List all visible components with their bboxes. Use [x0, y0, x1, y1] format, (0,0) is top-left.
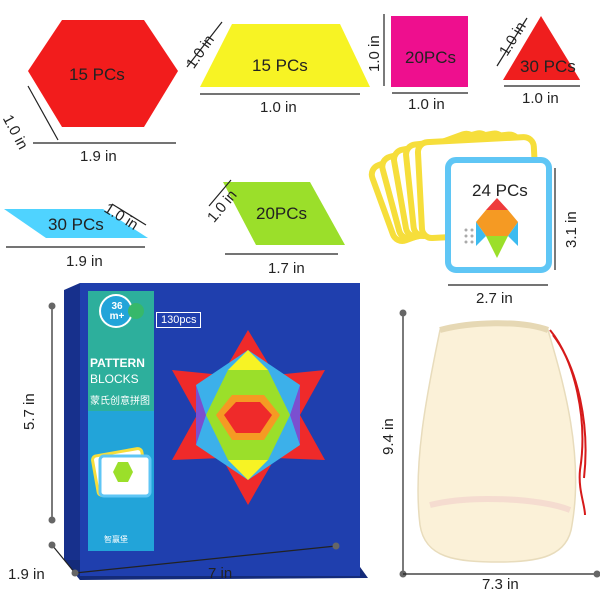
box-chinese-title: 蒙氏创意拼图 — [90, 396, 150, 407]
rhombus-side-dimension-line — [208, 179, 232, 207]
pattern-cards-stack — [368, 130, 552, 273]
square-width-label: 1.0 in — [408, 96, 445, 113]
box-depth-dimension-line — [51, 544, 76, 574]
trapezoid-piece — [200, 24, 370, 87]
hexagon-side-dimension-line — [27, 85, 59, 141]
mesh-storage-bag — [417, 320, 587, 563]
trapezoid-count: 15 PCs — [252, 56, 308, 75]
box-title-line2: BLOCKS — [90, 372, 139, 386]
thin-rhombus-piece — [4, 209, 148, 238]
thin-rhombus-count: 30 PCs — [48, 215, 104, 234]
box-brand: 智赢堡 — [104, 535, 128, 544]
triangle-width-label: 1.0 in — [522, 90, 559, 107]
box-width-dimension-line — [74, 545, 337, 574]
square-piece — [391, 16, 468, 87]
hexagon-piece — [28, 20, 178, 127]
hexagon-width-label: 1.9 in — [80, 148, 117, 165]
rhombus-count: 20PCs — [256, 204, 308, 223]
triangle-count: 30 PCs — [520, 57, 576, 76]
mascot-icon — [128, 303, 144, 319]
trapezoid-side-dimension-line — [186, 21, 223, 68]
box-age-text: 36 m+ — [109, 301, 125, 322]
box-depth-label: 1.9 in — [8, 566, 45, 583]
square-side-label: 1.0 in — [366, 35, 383, 72]
rhombus-piece — [223, 182, 345, 245]
box-pcs-badge: 130pcs — [156, 312, 202, 328]
bag-width-label: 7.3 in — [482, 576, 519, 593]
box-height-label: 5.7 in — [21, 393, 38, 430]
thin-rhombus-side-dimension-line — [111, 203, 147, 226]
bag-height-label: 9.4 in — [380, 418, 397, 455]
trapezoid-width-label: 1.0 in — [260, 99, 297, 116]
thin-rhombus-width-label: 1.9 in — [66, 253, 103, 270]
product-box — [64, 283, 368, 580]
hexagon-count: 15 PCs — [69, 65, 125, 84]
cards-count: 24 PCs — [472, 181, 528, 200]
box-width-label: 7 in — [208, 565, 233, 582]
box-title-line1: PATTERN — [90, 356, 145, 370]
cards-height-label: 3.1 in — [563, 211, 580, 248]
rhombus-width-label: 1.7 in — [268, 260, 305, 277]
square-count: 20PCs — [405, 48, 457, 67]
triangle-side-dimension-line — [496, 17, 528, 67]
cards-width-label: 2.7 in — [476, 290, 513, 307]
triangle-piece — [503, 16, 580, 80]
